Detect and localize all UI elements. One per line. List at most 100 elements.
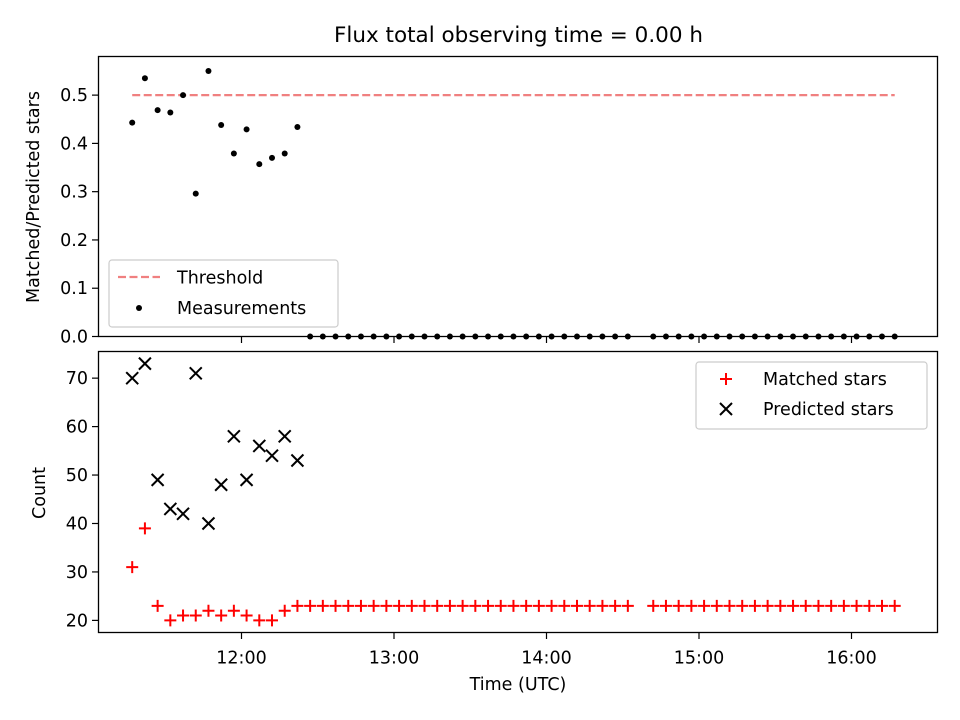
matched-star-point: [482, 599, 495, 612]
matched-star-point: [215, 609, 228, 622]
measurement-point: [294, 123, 301, 130]
matched-star-point: [710, 599, 723, 612]
matched-star-point: [329, 599, 342, 612]
x-tick-label: 15:00: [674, 649, 724, 669]
measurement-point: [713, 333, 720, 340]
measurement-point: [688, 333, 695, 340]
panel-bottom-x-ticks: 12:00 13:00 14:00 15:00 16:00: [216, 632, 877, 669]
matched-star-point: [520, 599, 533, 612]
matched-star-point: [393, 599, 406, 612]
measurement-point: [828, 333, 835, 340]
legend-top-box: [108, 259, 339, 328]
matched-star-point: [571, 599, 583, 612]
matched-star-point: [443, 599, 456, 612]
matched-star-point: [253, 614, 266, 627]
matched-star-point: [456, 599, 469, 612]
legend-measurements-label: Measurements: [177, 299, 306, 319]
measurement-point: [535, 333, 542, 340]
measurement-point: [485, 333, 492, 340]
matched-star-point: [609, 599, 622, 612]
matched-star-point: [189, 609, 202, 622]
measurement-point: [510, 333, 517, 340]
measurement-point: [256, 161, 263, 168]
measurement-point: [650, 333, 657, 340]
matched-star-point: [812, 599, 825, 612]
legend-predicted-swatch: [719, 402, 733, 416]
measurement-point: [586, 333, 593, 340]
bottom-y-tick-label: 70: [66, 369, 88, 389]
measurement-point: [853, 333, 860, 340]
measurement-point: [675, 333, 682, 340]
predicted-star-point: [239, 473, 254, 487]
panel-top-x-ticks: [240, 336, 853, 343]
panel-bottom-y-ticks: 20 30 40 50 60 70: [66, 369, 99, 631]
matched-star-point: [291, 599, 304, 612]
matched-star-point: [748, 599, 761, 612]
matched-star-point: [596, 599, 609, 612]
measurement-point: [561, 333, 568, 340]
matched-star-point: [342, 599, 355, 612]
measurement-point: [802, 333, 809, 340]
legend-matched-swatch: [720, 373, 732, 385]
measurement-point: [891, 333, 898, 340]
matched-star-point: [316, 599, 329, 612]
legend-predicted-label: Predicted stars: [763, 400, 894, 420]
panel-bottom-y-label: Count: [30, 467, 50, 519]
predicted-star-point: [189, 366, 203, 381]
measurement-point: [357, 333, 364, 340]
matched-star-point: [685, 599, 698, 612]
measurement-point: [764, 333, 771, 340]
matched-star-point: [202, 604, 215, 617]
matched-star-point: [761, 599, 774, 612]
matched-star-point: [138, 522, 151, 535]
matched-star-point: [774, 599, 787, 612]
measurement-point: [701, 333, 708, 340]
x-tick-label: 12:00: [216, 649, 266, 669]
matched-star-point: [698, 599, 711, 612]
top-y-tick-label: 0.5: [60, 86, 88, 106]
panel-bottom-frame: [97, 350, 939, 634]
matched-star-point: [151, 599, 164, 612]
legend-matched-label: Matched stars: [763, 370, 887, 390]
predicted-star-point: [163, 502, 178, 516]
measurement-point: [180, 92, 187, 99]
matched-star-point: [621, 599, 634, 612]
measurement-point: [866, 333, 873, 340]
measurement-point: [319, 333, 326, 340]
measurement-point: [129, 119, 136, 126]
panel-bottom-plot-area: [125, 356, 901, 627]
measurement-point: [523, 333, 530, 340]
measurement-point: [815, 333, 822, 340]
bottom-y-tick-label: 50: [66, 466, 88, 486]
measurement-point: [192, 190, 199, 197]
measurement-point: [599, 333, 606, 340]
matched-star-point: [405, 599, 418, 612]
measurement-point: [472, 333, 479, 340]
measurement-point: [421, 333, 428, 340]
measurement-point: [446, 333, 453, 340]
matched-star-point: [227, 604, 240, 617]
measurement-point: [345, 333, 352, 340]
measurement-point: [751, 333, 758, 340]
measurement-point: [141, 75, 148, 82]
panel-top-frame: [97, 55, 939, 338]
legend-top: Threshold Measurements: [108, 259, 339, 328]
measurement-point: [383, 333, 390, 340]
predicted-star-point: [176, 507, 190, 521]
matched-star-point: [304, 599, 317, 612]
legend-threshold-label: Threshold: [176, 269, 263, 289]
matched-star-point: [354, 599, 367, 612]
measurement-point: [154, 107, 161, 114]
legend-measurements-swatch: [136, 305, 142, 311]
matched-star-point: [507, 599, 520, 612]
bottom-y-tick-label: 30: [66, 563, 88, 583]
matched-star-point: [659, 599, 672, 612]
matched-star-point: [431, 599, 444, 612]
measurement-point: [548, 333, 555, 340]
bottom-y-tick-label: 40: [66, 514, 88, 534]
measurement-point: [739, 333, 746, 340]
measurement-point: [662, 333, 669, 340]
matched-star-point: [850, 599, 863, 612]
matched-star-point: [863, 599, 876, 612]
